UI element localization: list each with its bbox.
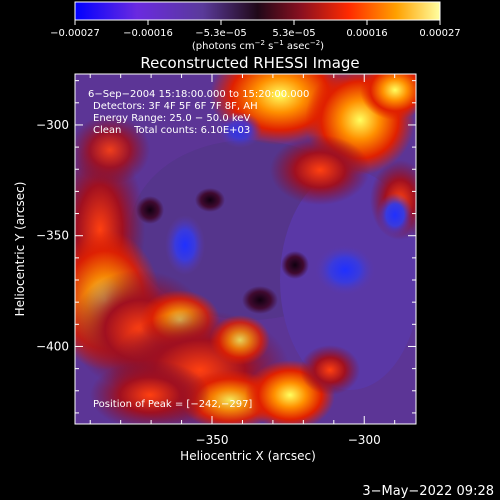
y-tick-label: −350 — [36, 229, 69, 243]
y-tick-label: −300 — [36, 118, 69, 132]
colorbar-unit-label: (photons cm−2 s−1 asec−2) — [192, 39, 324, 52]
colorbar — [74, 1, 441, 21]
x-axis: −350−300−250 — [89, 74, 500, 447]
colorbar-tick-label: −5.3e−05 — [195, 28, 247, 39]
x-axis-label: Heliocentric X (arcsec) — [180, 449, 316, 463]
plot-frame — [74, 73, 417, 425]
colorbar-ticks — [74, 20, 441, 25]
colorbar-tick-label: −0.00027 — [50, 28, 100, 39]
annotation-peak: Position of Peak = [−242,−297] — [93, 399, 252, 410]
chart-title: Reconstructed RHESSI Image — [140, 54, 359, 72]
colorbar-tick-label: 0.00016 — [346, 28, 387, 39]
colorbar-tick-label: 5.3e−05 — [272, 28, 315, 39]
annotation-detectors: Detectors: 3F 4F 5F 6F 7F 8F, AH — [93, 101, 258, 112]
colorbar-tick-label: 0.00027 — [419, 28, 460, 39]
y-axis-label: Heliocentric Y (arcsec) — [13, 182, 27, 317]
x-tick-label: −300 — [348, 433, 381, 447]
y-axis: −300 −350 −400 — [36, 80, 416, 414]
x-tick-label: −350 — [196, 433, 229, 447]
annotation-energy: Energy Range: 25.0 − 50.0 keV — [93, 113, 250, 124]
footer-timestamp: 3−May−2022 09:28 — [362, 484, 494, 499]
colorbar-tick-label: −0.00016 — [123, 28, 173, 39]
y-tick-label: −400 — [36, 339, 69, 353]
annotation-time: 6−Sep−2004 15:18:00.000 to 15:20:00.000 — [88, 89, 309, 100]
heatmap-image — [75, 74, 416, 424]
annotation-clean: Clean Total counts: 6.10E+03 — [93, 125, 250, 136]
